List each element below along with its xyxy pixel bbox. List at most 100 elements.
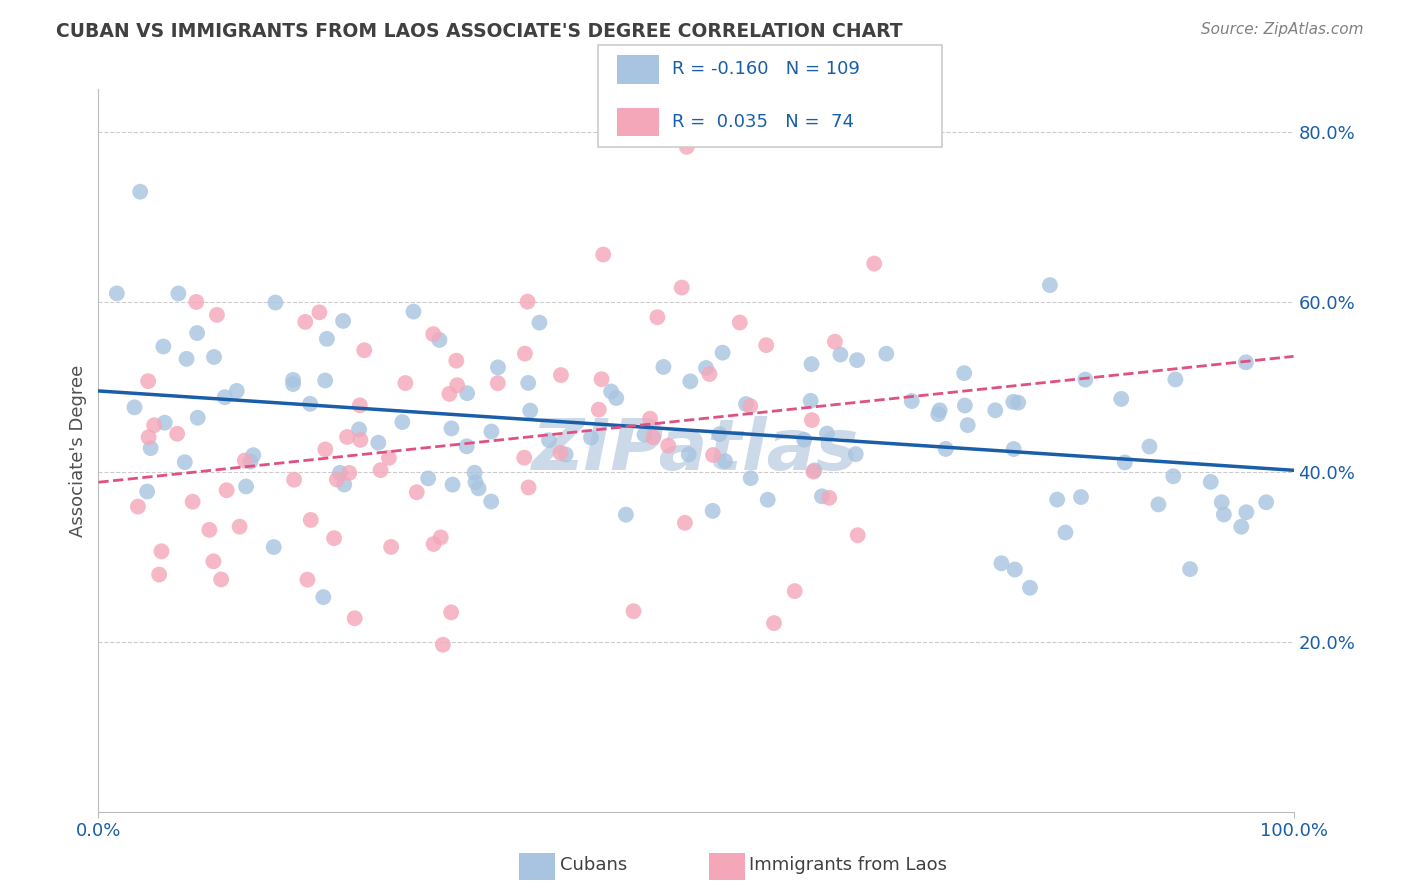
Point xyxy=(519,403,541,417)
Text: ZIPatlas: ZIPatlas xyxy=(533,416,859,485)
Point xyxy=(643,430,665,444)
Point xyxy=(349,398,371,412)
Point xyxy=(928,403,950,417)
Point xyxy=(579,431,602,445)
Point xyxy=(638,411,661,425)
Point xyxy=(695,361,717,376)
Point xyxy=(422,327,444,342)
Point xyxy=(657,439,679,453)
Point xyxy=(312,590,335,604)
Point xyxy=(537,434,560,448)
Point xyxy=(349,433,371,447)
Text: Source: ZipAtlas.com: Source: ZipAtlas.com xyxy=(1201,22,1364,37)
Point xyxy=(588,402,610,417)
Point xyxy=(1002,442,1025,456)
Point xyxy=(432,638,454,652)
Point xyxy=(1139,440,1161,454)
Point xyxy=(198,523,221,537)
Point xyxy=(422,537,444,551)
Point xyxy=(793,433,815,447)
Point xyxy=(337,466,360,480)
Point xyxy=(735,397,758,411)
Point xyxy=(402,304,425,318)
Point xyxy=(481,425,503,439)
Point xyxy=(235,479,257,493)
Point xyxy=(513,450,536,465)
Point xyxy=(811,489,834,503)
Point xyxy=(740,471,762,485)
Point xyxy=(225,384,247,398)
Point xyxy=(614,508,637,522)
Point xyxy=(711,345,734,359)
Point xyxy=(1002,395,1025,409)
Point xyxy=(166,426,188,441)
Point xyxy=(818,491,841,505)
Point xyxy=(186,295,208,310)
Point xyxy=(1163,469,1185,483)
Point xyxy=(652,359,675,374)
Point xyxy=(1147,497,1170,511)
Point xyxy=(405,485,427,500)
Point xyxy=(479,494,502,508)
Point xyxy=(1109,392,1132,406)
Point xyxy=(517,376,540,390)
Point xyxy=(486,376,509,391)
Point xyxy=(124,401,146,415)
Point xyxy=(464,466,486,480)
Point xyxy=(678,447,700,461)
Point xyxy=(336,430,359,444)
Point xyxy=(679,375,702,389)
Point xyxy=(1039,278,1062,293)
Point xyxy=(529,316,551,330)
Point xyxy=(935,442,957,456)
Point xyxy=(875,347,897,361)
Point xyxy=(762,616,785,631)
Point xyxy=(800,413,823,427)
Point xyxy=(264,295,287,310)
Point xyxy=(1178,562,1201,576)
Point xyxy=(153,416,176,430)
Point xyxy=(353,343,375,358)
Point xyxy=(815,426,838,441)
Point xyxy=(709,427,731,442)
Point xyxy=(800,357,823,371)
Point xyxy=(516,294,538,309)
Point xyxy=(803,463,825,477)
Point xyxy=(148,567,170,582)
Point xyxy=(441,477,464,491)
Point xyxy=(456,439,478,453)
Point xyxy=(343,611,366,625)
Point xyxy=(152,339,174,353)
Point xyxy=(513,346,536,360)
Point xyxy=(456,386,478,401)
Point xyxy=(187,410,209,425)
Point xyxy=(105,286,128,301)
Point xyxy=(136,374,159,388)
Point xyxy=(418,471,440,485)
Point xyxy=(830,347,852,361)
Point xyxy=(367,435,389,450)
Point xyxy=(391,415,413,429)
Point xyxy=(756,492,779,507)
Point xyxy=(1054,525,1077,540)
Point xyxy=(332,314,354,328)
Point xyxy=(956,418,979,433)
Point xyxy=(1046,492,1069,507)
Point xyxy=(176,351,198,366)
Text: R = -0.160   N = 109: R = -0.160 N = 109 xyxy=(672,60,860,78)
Point xyxy=(673,516,696,530)
Point xyxy=(186,326,208,340)
Point xyxy=(281,377,304,392)
Point xyxy=(1199,475,1222,489)
Point xyxy=(323,531,346,545)
Point xyxy=(347,422,370,436)
Point xyxy=(1164,372,1187,386)
Text: CUBAN VS IMMIGRANTS FROM LAOS ASSOCIATE'S DEGREE CORRELATION CHART: CUBAN VS IMMIGRANTS FROM LAOS ASSOCIATE'… xyxy=(56,22,903,41)
Point xyxy=(233,453,256,467)
Point xyxy=(294,315,316,329)
Point xyxy=(846,353,869,368)
Point xyxy=(467,481,489,495)
Point xyxy=(699,367,721,381)
Point xyxy=(554,447,576,461)
Point xyxy=(1114,455,1136,469)
